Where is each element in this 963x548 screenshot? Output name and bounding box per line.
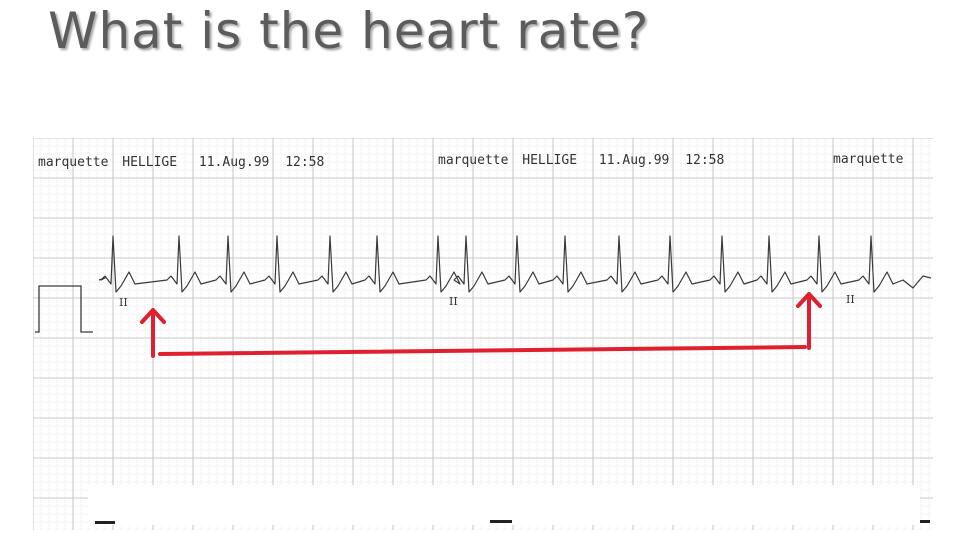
header-brand: marquette (38, 155, 109, 170)
header-date: 11.Aug.99 (199, 155, 269, 170)
header-time: 12:58 (285, 155, 324, 170)
slide-title: What is the heart rate? (48, 2, 650, 60)
paper-mark (95, 521, 115, 524)
arrow-up-icon (140, 308, 166, 358)
ecg-chart: marquette HELLIGE 11.Aug.99 12:58 marque… (33, 138, 933, 530)
lead-label-2: II (449, 295, 458, 308)
header-model: HELLIGE (122, 155, 177, 170)
strip-header-1: marquette HELLIGE 11.Aug.99 12:58 (38, 155, 324, 170)
lead-label-3: II (846, 293, 855, 306)
lead-label-1: II (119, 296, 128, 309)
header-brand: marquette (438, 153, 509, 168)
header-time: 12:58 (685, 153, 724, 168)
rr-interval-annotation (140, 292, 822, 358)
header-brand: marquette (833, 152, 904, 167)
strip-header-3: marquette (833, 152, 904, 167)
calibration-pulse (35, 285, 93, 333)
strip-header-2: marquette HELLIGE 11.Aug.99 12:58 (438, 153, 724, 168)
paper-mark (920, 520, 930, 523)
header-date: 11.Aug.99 (599, 153, 669, 168)
ecg-trace (98, 235, 932, 293)
header-model: HELLIGE (522, 153, 577, 168)
paper-mark (490, 520, 512, 523)
ecg-strip: marquette HELLIGE 11.Aug.99 12:58 marque… (33, 138, 933, 530)
interval-line (158, 345, 807, 356)
paper-cutout (88, 485, 920, 525)
arrow-up-icon (796, 292, 822, 350)
